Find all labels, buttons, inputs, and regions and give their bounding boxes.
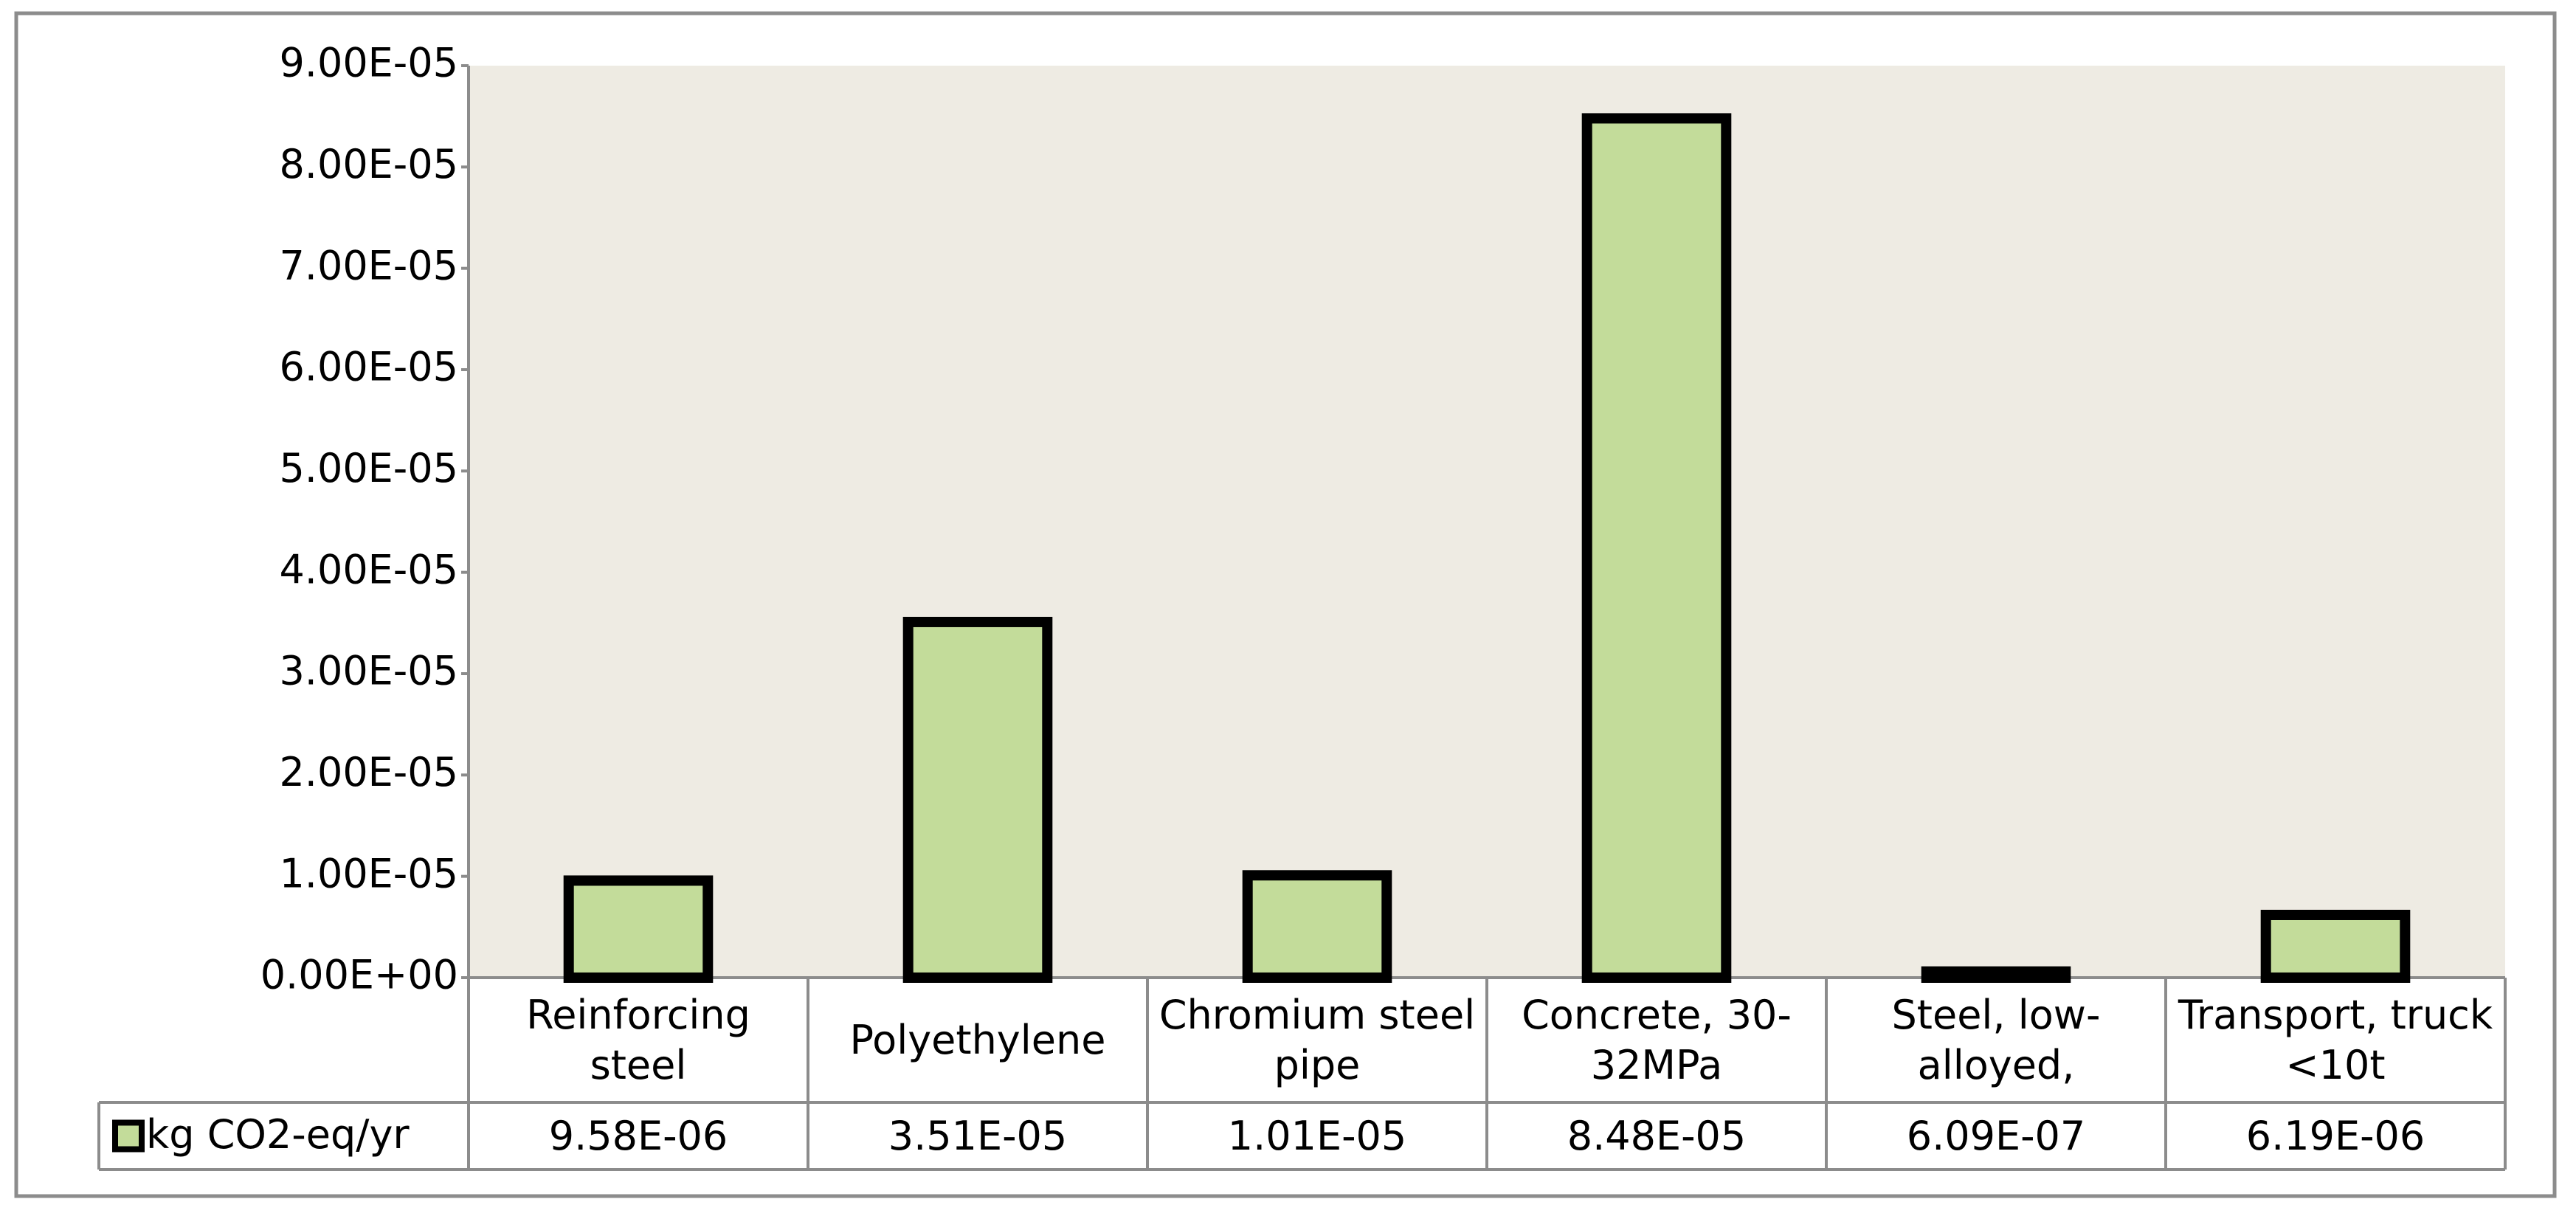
value-label: 6.09E-07 [1906,1112,2086,1159]
x-tick-label: Concrete, 30-32MPa [1522,992,1792,1088]
x-tick-label: Steel, low-alloyed, [1891,992,2101,1088]
legend-label: kg CO2-eq/yr [146,1111,410,1158]
bar [1581,113,1732,983]
value-label: 8.48E-05 [1567,1112,1747,1159]
value-label: 6.19E-06 [2245,1112,2425,1159]
y-tick-label: 0.00E+00 [260,952,458,998]
y-tick-label: 4.00E-05 [279,546,458,593]
value-label: 9.58E-06 [548,1112,728,1159]
value-label: 3.51E-05 [888,1112,1068,1159]
y-tick-label: 7.00E-05 [279,242,458,289]
x-tick-label-box: Chromium steel pipe [1158,992,1476,1088]
value-label: 1.01E-05 [1227,1112,1407,1159]
y-tick-label: 1.00E-05 [279,850,458,897]
y-tick-label: 5.00E-05 [279,445,458,491]
x-tick-label: Polyethylene [849,1016,1106,1063]
y-tick-label: 9.00E-05 [279,40,458,86]
x-tick-label-box: Reinforcing steel [526,992,750,1088]
value-label-box: 9.58E-06 [548,1112,728,1159]
value-label-box: 3.51E-05 [888,1112,1068,1159]
value-label-box: 6.09E-07 [1906,1112,2086,1159]
x-tick-label-box: Steel, low-alloyed, [1891,992,2101,1088]
legend-key [112,1119,145,1153]
x-tick-label: Chromium steel pipe [1158,992,1476,1088]
x-tick-label: Reinforcing steel [526,992,750,1088]
bar [1921,966,2071,983]
bar [902,616,1053,984]
y-tick-label: 8.00E-05 [279,141,458,187]
x-tick-label-box: Concrete, 30-32MPa [1522,992,1792,1088]
value-label-box: 1.01E-05 [1227,1112,1407,1159]
bar [563,875,714,984]
bar [2260,909,2411,984]
y-tick-label: 6.00E-05 [279,344,458,390]
value-label-box: 6.19E-06 [2245,1112,2425,1159]
x-tick-label-box: Transport, truck <10t [2178,992,2493,1088]
bar [1242,870,1392,983]
y-tick-label: 2.00E-05 [279,749,458,795]
y-tick-label: 3.00E-05 [279,648,458,694]
value-label-box: 8.48E-05 [1567,1112,1747,1159]
x-tick-label: Transport, truck <10t [2178,992,2493,1088]
plot-area [469,66,2505,978]
x-tick-label-box: Polyethylene [849,1016,1106,1063]
